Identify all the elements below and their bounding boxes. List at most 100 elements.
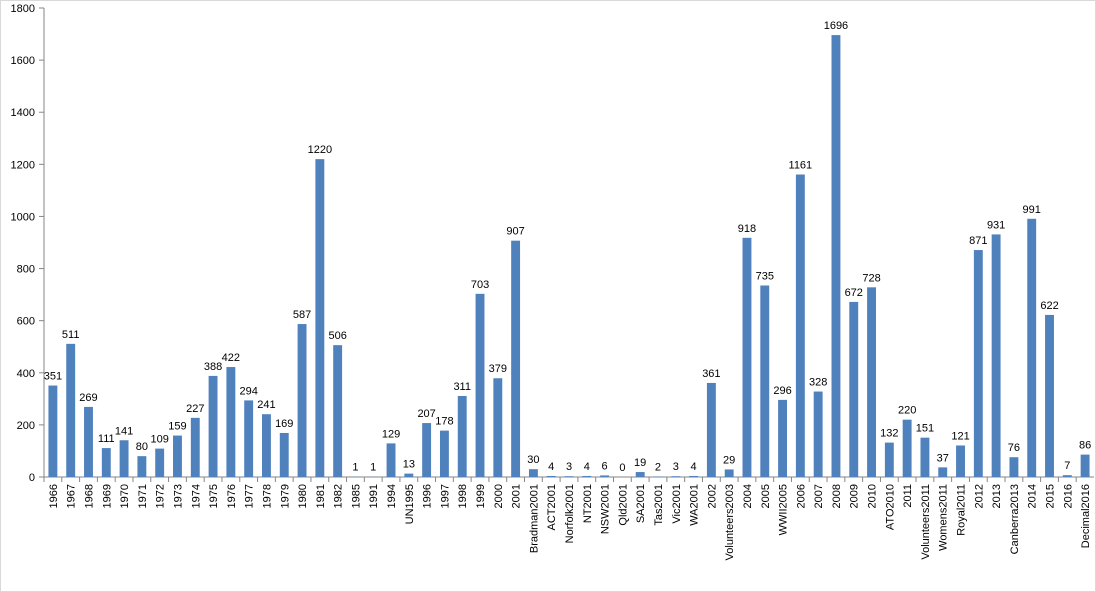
x-tick-label: 1979 (279, 484, 291, 508)
x-tick-label: 1975 (208, 484, 220, 508)
x-tick-label: SA2001 (635, 484, 647, 523)
data-label: 991 (1023, 204, 1041, 216)
bar (333, 345, 343, 477)
data-label: 1161 (789, 159, 813, 171)
bar (137, 456, 147, 477)
y-tick-label: 600 (17, 316, 35, 328)
bar (244, 400, 254, 477)
x-tick-label: Vic2001 (671, 484, 683, 524)
data-label: 86 (1079, 440, 1091, 452)
data-label: 7 (1064, 460, 1070, 472)
data-label: 4 (548, 461, 554, 473)
data-label: 129 (382, 428, 400, 440)
bar (582, 475, 592, 477)
bar (173, 435, 182, 477)
bar (867, 287, 876, 477)
x-tick-label: 1978 (261, 484, 273, 508)
bar (119, 440, 129, 477)
x-tick-label: 1998 (457, 484, 469, 508)
bar (635, 472, 645, 477)
x-tick-label: 2011 (902, 484, 914, 508)
data-label: 141 (115, 425, 133, 437)
data-label: 2 (655, 461, 661, 473)
data-label: 388 (204, 361, 222, 373)
bar (475, 293, 485, 477)
bar (297, 324, 307, 477)
x-tick-label: 1972 (155, 484, 167, 508)
bar (208, 375, 218, 477)
x-tick-label: 1999 (475, 484, 487, 508)
y-tick-label: 400 (17, 368, 35, 380)
x-tick-label: 2012 (973, 484, 985, 508)
x-tick-label: 1991 (368, 484, 380, 508)
bar (262, 414, 271, 477)
bar (439, 430, 449, 477)
x-tick-label: Canberra2013 (1009, 484, 1021, 554)
data-label: 1696 (824, 20, 848, 32)
x-tick-label: Norfolk2001 (564, 484, 576, 543)
x-tick-label: 1981 (315, 484, 327, 508)
x-tick-label: ATO2010 (884, 484, 896, 530)
data-label: 151 (916, 423, 934, 435)
x-tick-label: ACT2001 (546, 484, 558, 530)
x-tick-label: 2002 (706, 484, 718, 508)
data-label: 0 (619, 462, 625, 474)
bar (1027, 218, 1037, 478)
data-label: 30 (527, 454, 539, 466)
x-tick-label: 2000 (493, 484, 505, 508)
x-tick-label: WWII2005 (778, 484, 790, 535)
bar (493, 378, 503, 477)
x-tick-label: 2016 (1062, 484, 1074, 508)
data-label: 37 (937, 452, 949, 464)
data-label: 227 (186, 403, 204, 415)
x-tick-label: 1971 (137, 484, 149, 508)
data-label: 328 (809, 377, 827, 389)
data-label: 1 (370, 462, 376, 474)
data-label: 294 (239, 385, 257, 397)
x-tick-label: 2009 (849, 484, 861, 508)
bar (1045, 314, 1054, 477)
data-label: 296 (773, 385, 791, 397)
y-tick-label: 800 (17, 264, 35, 276)
x-tick-label: 2013 (991, 484, 1003, 508)
x-tick-label: 1968 (83, 484, 95, 508)
bar (564, 476, 574, 477)
x-tick-label: 1977 (244, 484, 256, 508)
bar (546, 475, 556, 477)
data-label: 918 (738, 223, 756, 235)
x-tick-label: Volunteers2011 (920, 484, 932, 560)
bar (920, 437, 930, 477)
data-label: 1 (352, 462, 358, 474)
data-label: 871 (969, 235, 987, 247)
bar (190, 417, 200, 477)
data-label: 3 (566, 461, 572, 473)
data-label: 159 (168, 421, 186, 433)
data-label: 1220 (308, 144, 332, 156)
x-tick-label: 1967 (66, 484, 78, 508)
bar (600, 475, 610, 477)
data-label: 3 (673, 461, 679, 473)
data-label: 269 (79, 392, 97, 404)
y-tick-label: 1000 (11, 211, 35, 223)
data-label: 351 (44, 371, 62, 383)
data-label: 361 (702, 368, 720, 380)
bar (1009, 457, 1019, 477)
data-label: 6 (602, 460, 608, 472)
x-tick-label: 1996 (422, 484, 434, 508)
x-tick-label: 1976 (226, 484, 238, 508)
bar (706, 382, 716, 477)
bar (101, 448, 111, 477)
x-tick-label: 2008 (831, 484, 843, 508)
data-label: 76 (1008, 442, 1020, 454)
x-tick-label: 2014 (1027, 484, 1039, 508)
bar (795, 174, 805, 477)
bar (884, 442, 894, 477)
data-label: 4 (691, 461, 697, 473)
x-tick-label: 1974 (190, 484, 202, 508)
y-tick-label: 0 (29, 472, 35, 484)
bar (831, 35, 841, 477)
x-tick-label: 2006 (795, 484, 807, 508)
bar (689, 475, 699, 477)
bar (279, 432, 289, 477)
